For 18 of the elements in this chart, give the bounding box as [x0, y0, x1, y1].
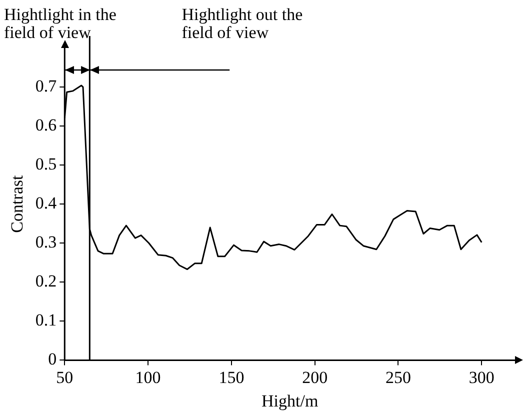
y-tick-label: 0.4	[35, 194, 58, 213]
y-tick-label: 0.7	[35, 76, 58, 96]
x-tick-label: 250	[385, 368, 411, 387]
y-axis-title: Contrast	[8, 175, 27, 233]
x-tick-label: 200	[302, 368, 328, 387]
y-tick-label: 0	[48, 350, 57, 369]
y-tick-label: 0.1	[35, 310, 57, 330]
x-tick-label: 150	[218, 368, 244, 387]
text: Hightlight out the field of view	[182, 5, 303, 42]
x-axis-title: Hight/m	[261, 391, 318, 410]
y-tick-label: 0.2	[35, 272, 57, 291]
x-tick-label: 300	[468, 368, 494, 387]
x-tick-label: 100	[135, 368, 161, 387]
text: Hightlight in the field of view	[4, 5, 116, 42]
y-tick-label: 0.5	[35, 154, 57, 174]
y-tick-label: 0.3	[35, 232, 57, 252]
x-tick-label: 50	[56, 368, 74, 387]
y-tick-label: 0.6	[35, 116, 57, 135]
